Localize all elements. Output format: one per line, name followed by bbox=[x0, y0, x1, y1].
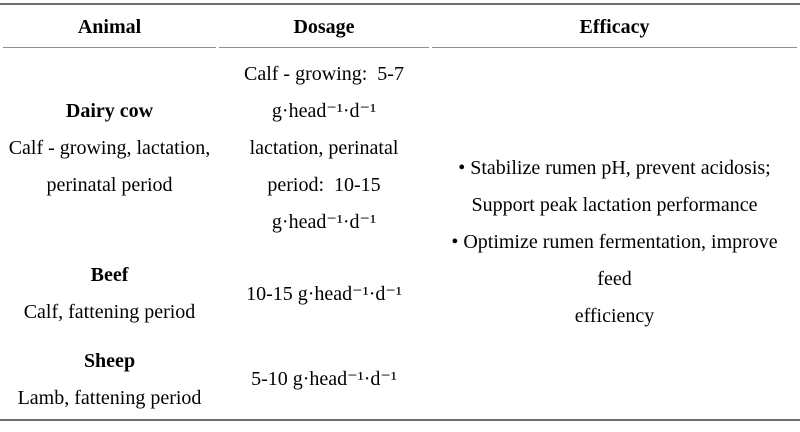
efficacy-line: Support peak lactation performance bbox=[471, 194, 758, 216]
dosage-cell-dairy-cow: Calf - growing: 5-7 g·head⁻¹·d⁻¹ lactati… bbox=[219, 48, 429, 248]
efficacy-line: efficiency bbox=[574, 305, 655, 327]
dosage-line: lactation, perinatal bbox=[249, 136, 399, 159]
dosage-line: period: 10-15 bbox=[267, 173, 381, 196]
animal-detail-line: Calf - growing, lactation, bbox=[8, 136, 211, 159]
col-header-efficacy: Efficacy bbox=[432, 5, 797, 48]
dosage-cell-sheep: 5-10 g·head⁻¹·d⁻¹ bbox=[219, 340, 429, 419]
dosage-line: g·head⁻¹·d⁻¹ bbox=[271, 99, 377, 122]
efficacy-line: • Optimize rumen fermentation, improve f… bbox=[451, 231, 783, 290]
dosage-cell-beef: 10-15 g·head⁻¹·d⁻¹ bbox=[219, 248, 429, 340]
animal-cell-sheep: Sheep Lamb, fattening period bbox=[3, 340, 216, 419]
dosage-efficacy-table: Animal Dosage Efficacy Dairy cow Calf - … bbox=[0, 5, 800, 419]
animal-detail-line: Calf, fattening period bbox=[23, 301, 196, 323]
table-container: Animal Dosage Efficacy Dairy cow Calf - … bbox=[0, 3, 800, 421]
dosage-line: 5-10 g·head⁻¹·d⁻¹ bbox=[251, 368, 397, 390]
dosage-line: g·head⁻¹·d⁻¹ bbox=[271, 210, 377, 233]
animal-name: Sheep bbox=[83, 349, 136, 372]
animal-name: Beef bbox=[90, 264, 129, 286]
col-header-animal: Animal bbox=[3, 5, 216, 48]
col-header-dosage: Dosage bbox=[219, 5, 429, 48]
animal-detail-line: Lamb, fattening period bbox=[17, 386, 202, 409]
animal-cell-beef: Beef Calf, fattening period bbox=[3, 248, 216, 340]
efficacy-line: • Stabilize rumen pH, prevent acidosis; bbox=[458, 157, 771, 179]
animal-detail-line: perinatal period bbox=[46, 173, 173, 196]
dosage-line: 10-15 g·head⁻¹·d⁻¹ bbox=[246, 282, 402, 305]
dosage-line: Calf - growing: 5-7 bbox=[244, 62, 404, 85]
table-row-beef: Beef Calf, fattening period 10-15 g·head… bbox=[3, 248, 797, 340]
table-row-sheep: Sheep Lamb, fattening period 5-10 g·head… bbox=[3, 340, 797, 419]
animal-name: Dairy cow bbox=[65, 99, 154, 122]
header-row: Animal Dosage Efficacy bbox=[3, 5, 797, 48]
animal-cell-dairy-cow: Dairy cow Calf - growing, lactation, per… bbox=[3, 48, 216, 248]
efficacy-cell: • Stabilize rumen pH, prevent acidosis; … bbox=[432, 48, 797, 419]
table-row-dairy-cow: Dairy cow Calf - growing, lactation, per… bbox=[3, 48, 797, 328]
